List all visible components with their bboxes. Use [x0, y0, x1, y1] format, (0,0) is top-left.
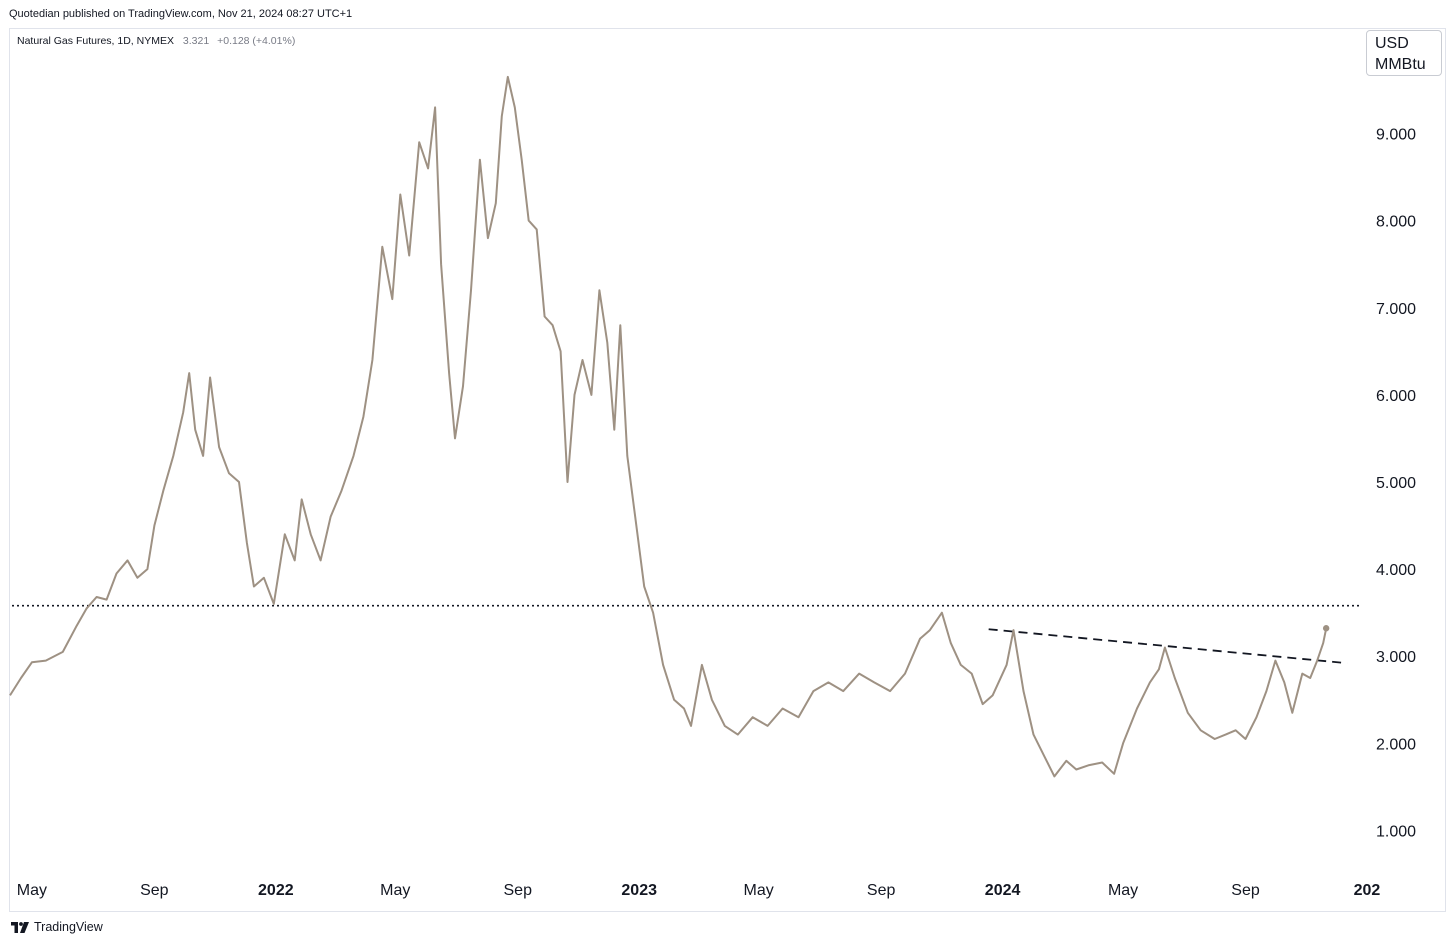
- y-tick-label: 5.000: [1376, 475, 1416, 492]
- last-price-value: 3.321: [182, 35, 210, 47]
- x-tick-label: 202: [1354, 882, 1381, 899]
- price-series-line: [9, 75, 1328, 778]
- x-tick-label: May: [744, 882, 774, 899]
- symbol-legend: Natural Gas Futures, 1D, NYMEX 3.321 +0.…: [17, 35, 295, 47]
- x-tick-label: 2022: [258, 882, 294, 899]
- tradingview-brand[interactable]: TradingView: [11, 920, 103, 934]
- tradingview-label: TradingView: [34, 920, 103, 934]
- x-tick-label: Sep: [504, 882, 533, 899]
- x-tick-label: Sep: [867, 882, 896, 899]
- symbol-title: Natural Gas Futures, 1D, NYMEX: [17, 35, 174, 47]
- y-tick-label: 7.000: [1376, 301, 1416, 318]
- x-tick-label: May: [380, 882, 410, 899]
- y-tick-label: 9.000: [1376, 127, 1416, 144]
- x-tick-label: 2024: [985, 882, 1021, 899]
- x-tick-label: Sep: [140, 882, 169, 899]
- publisher-info: Quotedian published on TradingView.com, …: [9, 8, 353, 20]
- y-tick-label: 1.000: [1376, 823, 1416, 840]
- unit-label: MMBtu: [1375, 56, 1426, 73]
- x-tick-label: May: [17, 882, 47, 899]
- y-tick-label: 3.000: [1376, 649, 1416, 666]
- x-tick-label: Sep: [1231, 882, 1260, 899]
- tradingview-logo-icon: [11, 921, 29, 933]
- dashed-trendline: [988, 628, 1348, 665]
- x-tick-label: 2023: [621, 882, 657, 899]
- chart-frame: [9, 28, 1446, 912]
- x-tick-label: May: [1108, 882, 1138, 899]
- y-tick-label: 4.000: [1376, 562, 1416, 579]
- y-tick-label: 2.000: [1376, 736, 1416, 753]
- chart-annotations: [12, 604, 1362, 665]
- price-change-value: +0.128 (+4.01%): [217, 35, 296, 47]
- y-axis: 1.000 2.000 3.000 4.000 5.000 6.000 7.000 8.000…: [1376, 39, 1425, 840]
- y-tick-label: 6.000: [1376, 388, 1416, 405]
- x-axis: May Sep 2022 May Sep 2023 May Sep 2024 May Sep 202: [17, 882, 1381, 899]
- currency-label: USD: [1375, 35, 1409, 52]
- last-price-marker: [1322, 625, 1330, 632]
- currency-unit-button[interactable]: USD MMBtu: [1366, 30, 1442, 76]
- y-tick-label: 8.000: [1376, 214, 1416, 231]
